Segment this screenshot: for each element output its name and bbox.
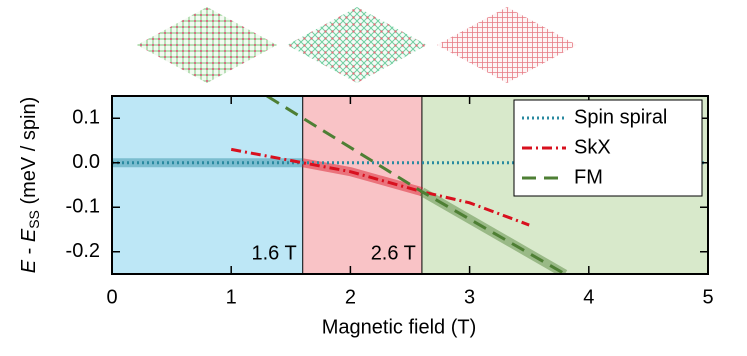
x-tick-label: 2 [345, 286, 356, 308]
series-line [230, 147, 530, 227]
x-tick-label: 1 [226, 286, 237, 308]
region [112, 96, 303, 274]
x-tick-label: 4 [583, 286, 594, 308]
plot-frame [111, 95, 709, 275]
y-label-part: (meV / spin) [18, 97, 40, 210]
y-label-part: E [18, 259, 40, 273]
x-axis-label: Magnetic field (T) [322, 316, 477, 338]
spin-spiral-image [137, 7, 277, 83]
y-label-part: E [18, 228, 40, 242]
legend-label: FM [574, 166, 603, 188]
ferromagnet-image [437, 7, 577, 83]
y-tick-label: -0.1 [66, 196, 100, 218]
y-tick-label: 0.1 [72, 107, 100, 129]
region-label: 1.6 T [252, 242, 297, 264]
legend-label: SkX [574, 136, 611, 158]
y-axis-label: E - ESS (meV / spin) [18, 97, 41, 274]
x-tick-label: 5 [702, 286, 713, 308]
series-line [266, 96, 566, 274]
plot: 1.6 T 2.6 T 0 1 2 3 4 5 0.1 0.0 -0.1 -0.2 Spin spira… [66, 95, 714, 308]
region-label: 2.6 T [371, 242, 416, 264]
x-tick-label: 0 [106, 286, 117, 308]
x-tick-label: 3 [464, 286, 475, 308]
y-label-part: - [18, 242, 40, 260]
y-tick-label: 0.0 [72, 151, 100, 173]
y-tick-label: -0.2 [66, 240, 100, 262]
skyrmion-image [287, 7, 427, 83]
y-label-part: SS [26, 210, 42, 229]
legend-label: Spin spiral [574, 106, 667, 128]
